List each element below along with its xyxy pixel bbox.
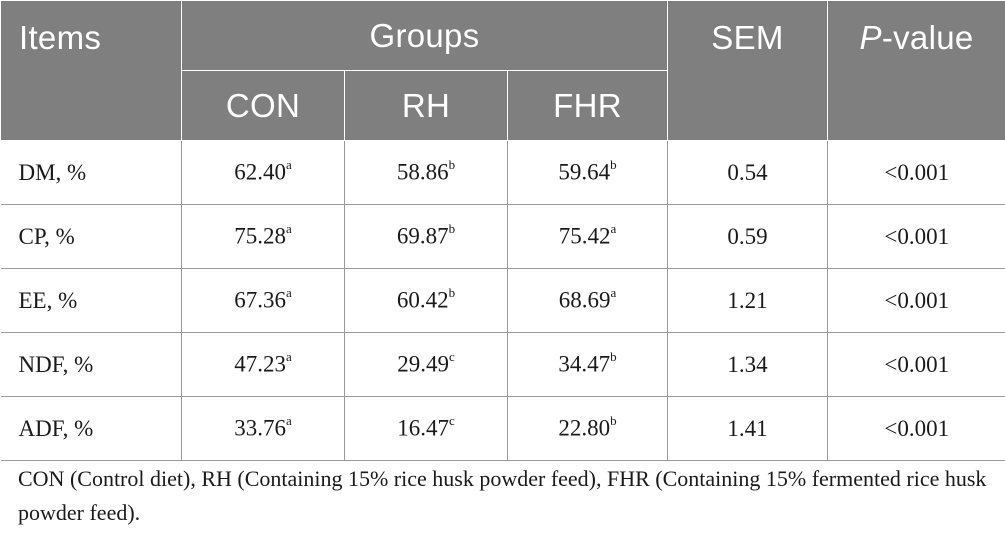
fhr-cell: 75.42a	[507, 204, 669, 269]
rh-cell-superscript: b	[448, 285, 456, 301]
rh-cell-superscript: c	[448, 413, 455, 429]
rh-cell: 60.42b	[344, 268, 508, 333]
item-cell: CP, %	[0, 204, 182, 269]
rh-cell-superscript: c	[448, 349, 455, 365]
p-value-cell: <0.001	[827, 268, 1005, 333]
sem-cell: 0.59	[667, 204, 829, 269]
con-cell-superscript: a	[285, 157, 292, 173]
rh-cell-value: 60.42	[396, 287, 449, 313]
table-row: NDF, % 47.23a 29.49c 34.47b 1.34 <0.001	[0, 332, 1005, 397]
fhr-cell-superscript: a	[610, 221, 617, 237]
con-cell-superscript: a	[285, 221, 292, 237]
header-p-value: P-value	[827, 0, 1005, 141]
sem-cell-value: 0.54	[727, 159, 768, 185]
sem-cell-value: 1.21	[727, 287, 768, 313]
con-cell: 47.23a	[181, 332, 345, 397]
p-value-cell-value: <0.001	[884, 159, 950, 185]
p-value-suffix: -value	[881, 19, 974, 56]
item-cell-value: CP, %	[18, 223, 75, 249]
fhr-cell-superscript: a	[610, 285, 617, 301]
con-cell-value: 33.76	[234, 415, 286, 441]
p-value-cell: <0.001	[827, 396, 1005, 461]
item-cell: NDF, %	[0, 332, 182, 397]
item-cell-value: NDF, %	[18, 351, 94, 377]
fhr-cell-value: 34.47	[558, 351, 611, 377]
sem-cell-value: 1.41	[727, 415, 768, 441]
rh-cell: 16.47c	[344, 396, 508, 461]
con-cell-value: 47.23	[234, 351, 286, 377]
con-cell: 62.40a	[181, 140, 345, 205]
fhr-cell: 22.80b	[507, 396, 669, 461]
con-cell-superscript: a	[285, 349, 292, 365]
rh-cell-value: 58.86	[396, 159, 449, 185]
table-footnote: CON (Control diet), RH (Containing 15% r…	[18, 466, 987, 525]
con-cell-value: 62.40	[234, 159, 286, 185]
fhr-cell-value: 22.80	[558, 415, 611, 441]
header-sem: SEM	[667, 0, 829, 141]
con-cell-superscript: a	[285, 413, 292, 429]
p-value-cell: <0.001	[827, 140, 1005, 205]
con-cell: 67.36a	[181, 268, 345, 333]
table-row: CP, % 75.28a 69.87b 75.42a 0.59 <0.001	[0, 204, 1005, 269]
header-fhr: FHR	[506, 70, 669, 141]
header-rh: RH	[344, 70, 508, 141]
rh-cell: 69.87b	[344, 204, 508, 269]
item-cell: DM, %	[0, 140, 182, 205]
sem-cell: 1.21	[667, 268, 829, 333]
item-cell-value: ADF, %	[18, 415, 94, 441]
con-cell-superscript: a	[285, 285, 292, 301]
header-items: Items	[0, 0, 182, 141]
item-cell-value: DM, %	[18, 159, 87, 185]
p-value-cell-value: <0.001	[884, 415, 950, 441]
digestibility-table: Items Groups SEM P-value CON RH FHR DM, …	[0, 0, 1005, 461]
fhr-cell-value: 75.42	[558, 223, 611, 249]
fhr-cell-value: 68.69	[558, 287, 611, 313]
item-cell-value: EE, %	[18, 287, 78, 313]
con-cell: 33.76a	[181, 396, 345, 461]
item-cell: ADF, %	[0, 396, 182, 461]
fhr-cell-value: 59.64	[558, 159, 611, 185]
p-value-cell-value: <0.001	[884, 287, 950, 313]
p-letter: P	[859, 19, 882, 56]
fhr-cell-superscript: b	[610, 413, 617, 429]
rh-cell-value: 29.49	[397, 351, 449, 377]
fhr-cell: 34.47b	[507, 332, 669, 397]
p-value-cell-value: <0.001	[884, 223, 950, 249]
sem-cell-value: 0.59	[727, 223, 768, 249]
rh-cell-value: 16.47	[397, 415, 449, 441]
p-value-cell-value: <0.001	[884, 351, 950, 377]
fhr-cell-superscript: b	[610, 349, 617, 365]
con-cell-value: 67.36	[234, 287, 286, 313]
fhr-cell: 59.64b	[507, 140, 669, 205]
sem-cell: 1.41	[667, 396, 829, 461]
table-row: ADF, % 33.76a 16.47c 22.80b 1.41 <0.001	[0, 396, 1005, 461]
fhr-cell: 68.69a	[507, 268, 669, 333]
rh-cell: 58.86b	[344, 140, 508, 205]
table-row: DM, % 62.40a 58.86b 59.64b 0.54 <0.001	[0, 140, 1005, 205]
header-groups: Groups	[180, 0, 669, 71]
rh-cell: 29.49c	[344, 332, 508, 397]
sem-cell-value: 1.34	[727, 351, 768, 377]
con-cell: 75.28a	[181, 204, 345, 269]
rh-cell-value: 69.87	[396, 223, 449, 249]
rh-cell-superscript: b	[448, 157, 456, 173]
p-value-cell: <0.001	[827, 204, 1005, 269]
con-cell-value: 75.28	[234, 223, 286, 249]
table-row: EE, % 67.36a 60.42b 68.69a 1.21 <0.001	[0, 268, 1005, 333]
fhr-cell-superscript: b	[610, 157, 617, 173]
sem-cell: 0.54	[667, 140, 829, 205]
header-con: CON	[181, 70, 345, 141]
item-cell: EE, %	[0, 268, 182, 333]
p-value-cell: <0.001	[827, 332, 1005, 397]
rh-cell-superscript: b	[448, 221, 456, 237]
sem-cell: 1.34	[667, 332, 829, 397]
